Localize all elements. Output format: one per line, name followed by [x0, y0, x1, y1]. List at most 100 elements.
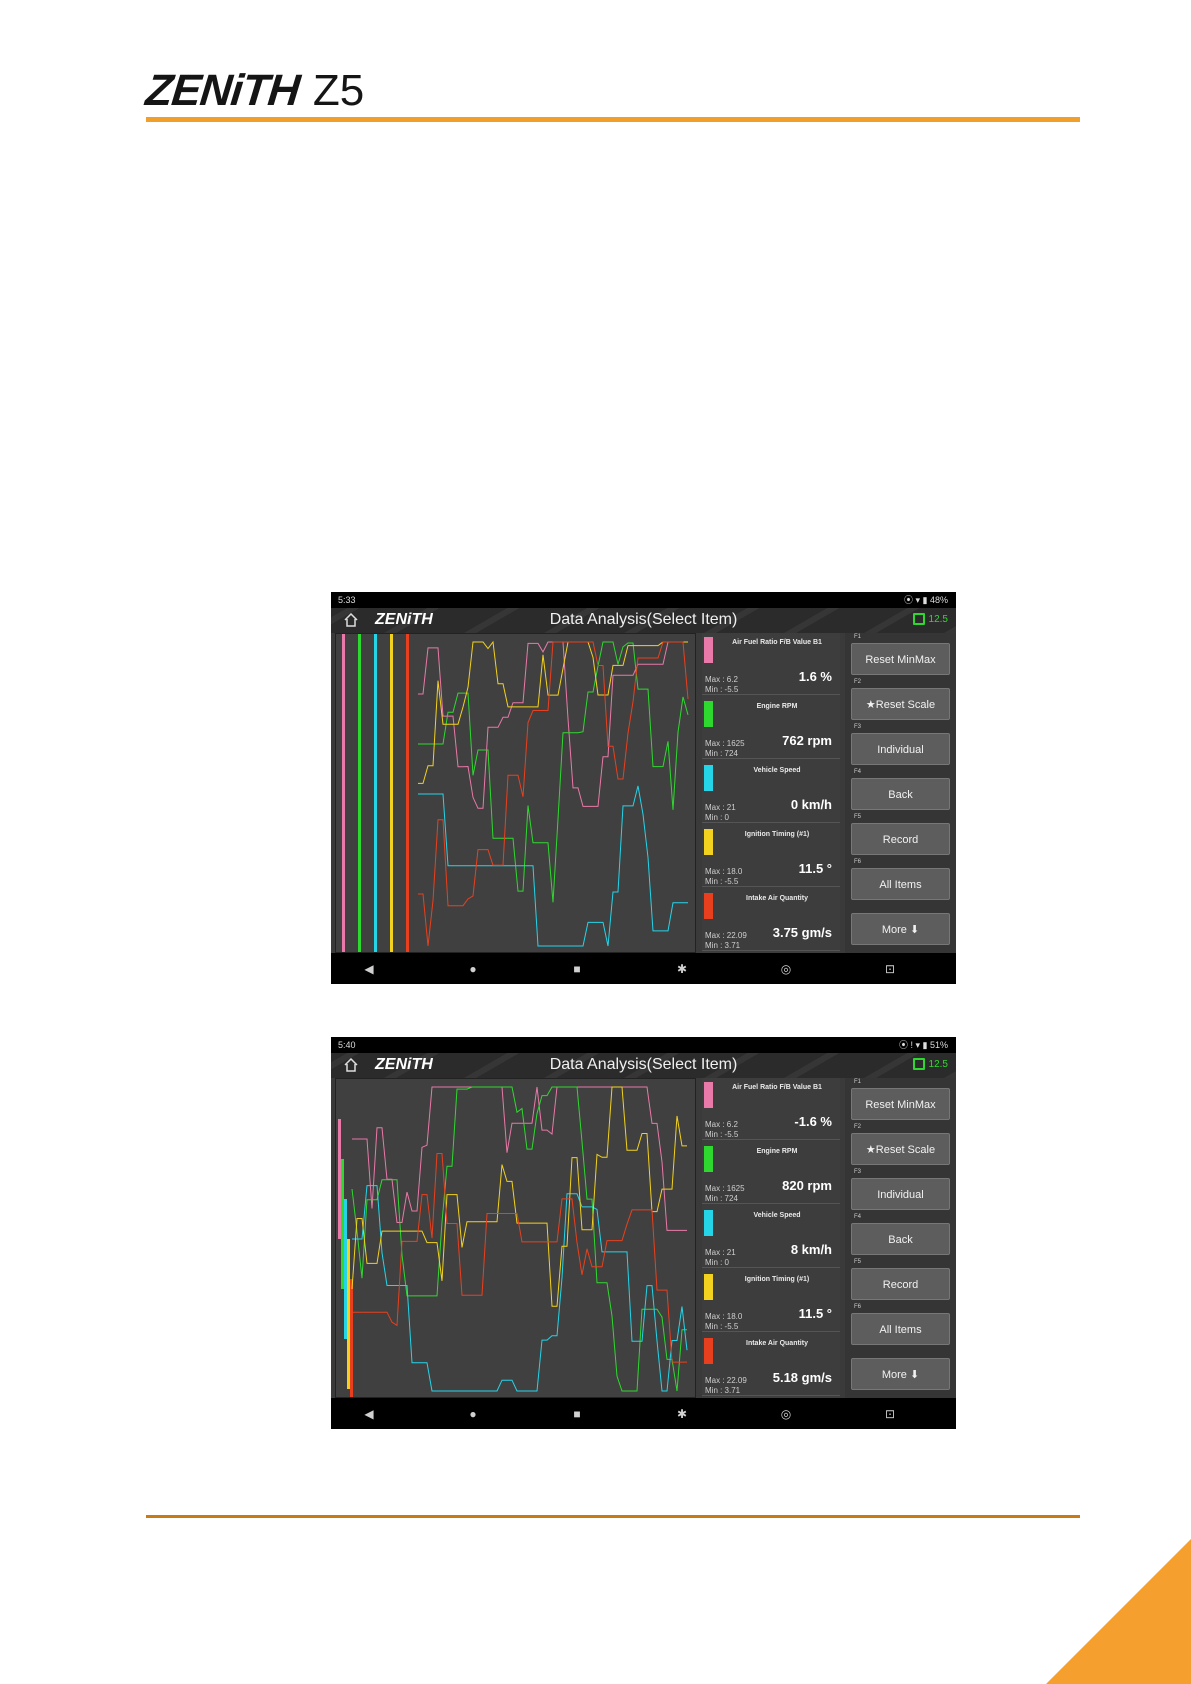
back-icon[interactable]: ◀: [364, 962, 374, 976]
function-key-button[interactable]: F6 All Items: [851, 1304, 950, 1345]
battery-voltage: 12.5: [928, 1058, 948, 1070]
data-item[interactable]: Ignition Timing (#1) Max : 18.0 Min : -5.5…: [702, 1270, 840, 1332]
data-item[interactable]: Engine RPM Max : 1625 Min : 724 762 rpm: [702, 697, 840, 759]
function-key-tag: F4: [854, 769, 862, 775]
status-icons: ⦿ ▾ ▮ 48%: [904, 595, 948, 605]
trace-scale-marker: [344, 1199, 347, 1339]
app-bar: ZENiTH Data Analysis(Select Item) 12.5: [331, 608, 956, 633]
trace-line: [418, 641, 689, 947]
chrome-icon[interactable]: ◎: [780, 962, 792, 976]
item-min: Min : 0: [705, 813, 730, 822]
function-key-tag: F6: [854, 1304, 862, 1310]
recent-apps-icon[interactable]: ■: [573, 1407, 581, 1421]
item-value: 8 km/h: [790, 1242, 832, 1257]
status-bar: 5:33 ⦿ ▾ ▮ 48%: [331, 592, 956, 608]
function-key-button[interactable]: F5 Record: [851, 1259, 950, 1300]
item-max: Max : 18.0: [705, 867, 743, 876]
header-rule: [146, 117, 1080, 122]
function-key-label: Reset MinMax: [865, 1099, 936, 1111]
battery-icon: [912, 1058, 925, 1070]
settings-icon[interactable]: ✱: [676, 1407, 688, 1421]
item-value: 820 rpm: [782, 1178, 832, 1193]
item-max: Max : 22.09: [705, 931, 747, 940]
screenshot-icon[interactable]: ⊡: [884, 962, 896, 976]
trace-cursor-bar: [390, 634, 393, 952]
live-data-graph[interactable]: [335, 633, 696, 953]
color-swatch: [704, 1210, 713, 1236]
battery-voltage: 12.5: [928, 613, 948, 625]
function-key-button[interactable]: More ⬇: [851, 913, 950, 945]
color-swatch: [704, 1274, 713, 1300]
item-value: 11.5 °: [798, 1306, 832, 1321]
function-key-button[interactable]: F3 Individual: [851, 1169, 950, 1210]
trace-scale-marker: [338, 1119, 341, 1239]
app-logo: ZENiTH: [375, 1056, 433, 1073]
function-key-label: Record: [882, 834, 919, 846]
item-min: Min : 3.71: [705, 941, 741, 950]
data-item[interactable]: Intake Air Quantity Max : 22.09 Min : 3.71…: [702, 889, 840, 951]
function-key-button[interactable]: F2 ★Reset Scale: [851, 1124, 950, 1165]
function-key-button[interactable]: F3 Individual: [851, 724, 950, 765]
function-key-tag: F5: [854, 814, 862, 820]
function-key-button[interactable]: F5 Record: [851, 814, 950, 855]
function-key-button[interactable]: F1 Reset MinMax: [851, 1079, 950, 1120]
battery-indicator: 12.5: [912, 1058, 948, 1070]
home-icon[interactable]: [343, 613, 359, 627]
function-key-button[interactable]: More ⬇: [851, 1358, 950, 1390]
page-title: Data Analysis(Select Item): [549, 1056, 738, 1073]
function-key-button[interactable]: F2 ★Reset Scale: [851, 679, 950, 720]
item-min: Min : -5.5: [705, 1322, 739, 1331]
trace-line: [352, 1086, 687, 1231]
data-item[interactable]: Intake Air Quantity Max : 22.09 Min : 3.71…: [702, 1334, 840, 1396]
android-nav-bar: ◀ ● ■ ✱ ◎ ⊡: [331, 953, 956, 984]
function-key-label: Back: [888, 1234, 913, 1246]
data-item[interactable]: Air Fuel Ratio F/B Value B1 Max : 6.2 Min …: [702, 633, 840, 695]
item-name: Intake Air Quantity: [746, 1340, 808, 1347]
home-icon[interactable]: [343, 1058, 359, 1072]
trace-line: [418, 785, 688, 947]
item-min: Min : -5.5: [705, 685, 739, 694]
live-data-graph[interactable]: [335, 1078, 696, 1398]
data-item[interactable]: Air Fuel Ratio F/B Value B1 Max : 6.2 Min …: [702, 1078, 840, 1140]
recent-apps-icon[interactable]: ■: [573, 962, 581, 976]
back-icon[interactable]: ◀: [364, 1407, 374, 1421]
function-key-tag: F1: [854, 1079, 862, 1085]
item-min: Min : 724: [705, 1194, 738, 1203]
trace-cursor-bar: [406, 634, 409, 952]
item-max: Max : 21: [705, 803, 736, 812]
screenshot-icon[interactable]: ⊡: [884, 1407, 896, 1421]
chrome-icon[interactable]: ◎: [780, 1407, 792, 1421]
data-item[interactable]: Vehicle Speed Max : 21 Min : 0 8 km/h: [702, 1206, 840, 1268]
function-key-button[interactable]: F4 Back: [851, 1214, 950, 1255]
item-name: Ignition Timing (#1): [744, 1276, 810, 1283]
item-max: Max : 18.0: [705, 1312, 743, 1321]
item-min: Min : -5.5: [705, 877, 739, 886]
function-key-button[interactable]: F1 Reset MinMax: [851, 634, 950, 675]
item-max: Max : 22.09: [705, 1376, 747, 1385]
data-item[interactable]: Ignition Timing (#1) Max : 18.0 Min : -5.5…: [702, 825, 840, 887]
device-screenshot-2: 5:40 ⦿ ! ▾ ▮ 51% ZENiTH Data Analysis(Se…: [331, 1037, 956, 1429]
trace-cursor-bar: [374, 634, 377, 952]
function-key-tag: F3: [854, 1169, 862, 1175]
item-name: Ignition Timing (#1): [744, 831, 810, 838]
item-max: Max : 1625: [705, 1184, 745, 1193]
color-swatch: [704, 701, 713, 727]
trace-scale-marker: [347, 1239, 350, 1389]
trace-line: [352, 1185, 688, 1392]
item-value: 3.75 gm/s: [772, 925, 832, 940]
brand-logo: ZENiTH Z5: [143, 66, 365, 115]
function-key-button[interactable]: F6 All Items: [851, 859, 950, 900]
logo-model-text: Z5: [312, 66, 365, 115]
app-bar: ZENiTH Data Analysis(Select Item) 12.5: [331, 1053, 956, 1078]
data-item[interactable]: Engine RPM Max : 1625 Min : 724 820 rpm: [702, 1142, 840, 1204]
home-circle-icon[interactable]: ●: [469, 962, 477, 976]
function-key-label: All Items: [879, 879, 922, 891]
color-swatch: [704, 829, 713, 855]
settings-icon[interactable]: ✱: [676, 962, 688, 976]
item-name: Engine RPM: [756, 1148, 798, 1155]
data-item[interactable]: Vehicle Speed Max : 21 Min : 0 0 km/h: [702, 761, 840, 823]
home-circle-icon[interactable]: ●: [469, 1407, 477, 1421]
trace-line: [418, 640, 688, 784]
trace-line: [352, 1153, 687, 1363]
function-key-button[interactable]: F4 Back: [851, 769, 950, 810]
